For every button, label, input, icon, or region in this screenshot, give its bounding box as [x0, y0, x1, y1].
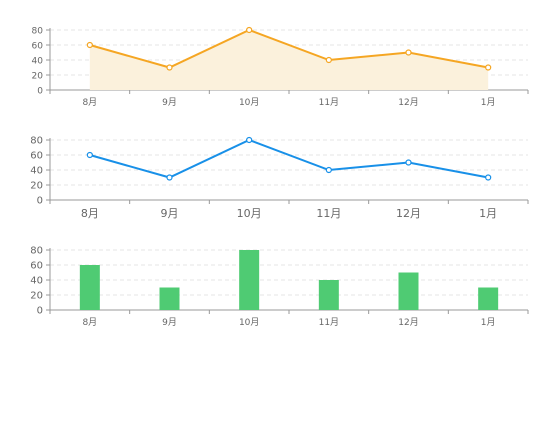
- x-tick-label: 9月: [162, 97, 177, 108]
- bar: [478, 287, 499, 310]
- x-tick-label: 8月: [81, 207, 99, 220]
- y-tick-label: 40: [30, 166, 43, 177]
- y-tick-label: 20: [32, 72, 44, 82]
- data-point: [405, 159, 412, 166]
- y-tick-label: 20: [30, 291, 43, 302]
- data-point: [86, 151, 93, 159]
- x-tick-label: 1月: [481, 317, 496, 328]
- bar: [79, 265, 100, 310]
- chart-1-area: 0 20 40 60 80 8月 9月 10月 11月 12月 1月: [32, 26, 529, 108]
- y-tick-label: 0: [37, 87, 43, 97]
- y-tick-label: 0: [37, 196, 43, 207]
- y-tick-label: 40: [30, 276, 43, 287]
- x-tick-label: 1月: [479, 207, 497, 220]
- y-tick-label: 40: [32, 57, 44, 67]
- y-tick-label: 80: [30, 246, 43, 257]
- area-fill: [89, 30, 489, 90]
- y-tick-label: 80: [30, 136, 43, 147]
- x-tick-label: 12月: [396, 207, 421, 220]
- y-tick-label: 60: [32, 42, 44, 52]
- data-point: [166, 174, 173, 181]
- x-tick-label: 12月: [398, 97, 418, 108]
- data-point: [325, 56, 332, 64]
- data-point: [246, 136, 253, 144]
- data-point: [325, 166, 332, 174]
- data-point: [405, 49, 412, 56]
- x-tick-label: 8月: [82, 97, 97, 108]
- x-tick-label: 9月: [162, 317, 177, 328]
- series-line: [89, 28, 489, 69]
- x-tick-label: 8月: [82, 317, 97, 328]
- x-tick-label: 11月: [316, 207, 341, 220]
- x-tick-label: 12月: [398, 317, 418, 328]
- chart-3-bar: 0 20 40 60 80 8月 9月 10月 11月 12月 1月: [30, 246, 529, 328]
- x-tick-label: 10月: [239, 97, 259, 108]
- x-tick-label: 9月: [161, 207, 179, 220]
- data-point: [246, 26, 253, 34]
- bar: [159, 287, 180, 310]
- x-tick-label: 11月: [319, 97, 339, 108]
- x-tick-label: 11月: [319, 317, 339, 328]
- x-tick-label: 10月: [239, 317, 259, 328]
- bar: [318, 280, 339, 310]
- chart-2-line: 0 20 40 60 80 8月 9月 10月 11月 12月 1月: [30, 136, 529, 220]
- x-tick-label: 10月: [237, 207, 262, 220]
- data-point: [485, 174, 492, 181]
- y-tick-label: 80: [32, 27, 44, 37]
- data-point: [485, 64, 492, 71]
- y-tick-label: 20: [30, 181, 43, 192]
- data-point: [166, 64, 173, 71]
- series-line: [89, 138, 489, 179]
- bar: [398, 272, 419, 310]
- y-tick-label: 60: [30, 261, 43, 272]
- y-tick-label: 0: [37, 306, 43, 317]
- x-tick-label: 1月: [481, 97, 496, 108]
- bar: [239, 250, 260, 310]
- y-tick-label: 60: [30, 151, 43, 162]
- data-point: [86, 41, 93, 49]
